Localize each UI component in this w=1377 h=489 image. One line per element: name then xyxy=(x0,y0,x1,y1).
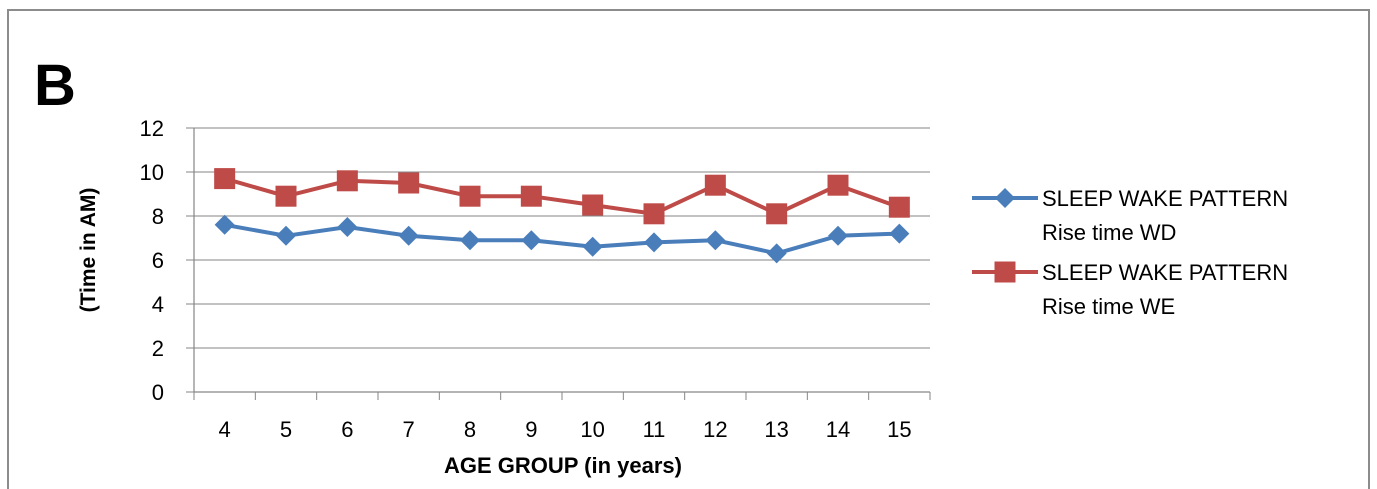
data-point xyxy=(460,230,480,251)
data-point xyxy=(644,232,664,253)
legend-item-2: SLEEP WAKE PATTERN Rise time WE xyxy=(972,260,1288,319)
y-tick-label: 4 xyxy=(152,292,164,317)
x-tick-label: 4 xyxy=(219,417,231,442)
data-point xyxy=(398,225,419,246)
x-tick-label: 15 xyxy=(887,417,911,442)
x-tick-label: 10 xyxy=(580,417,604,442)
y-axis-title: (Time in AM) xyxy=(77,188,100,313)
data-point xyxy=(398,172,420,194)
x-tick-label: 11 xyxy=(643,417,666,442)
x-tick-label: 14 xyxy=(826,417,850,442)
x-tick-label: 6 xyxy=(341,417,353,442)
y-tick-label: 0 xyxy=(152,380,164,405)
x-tick-label: 9 xyxy=(525,417,537,442)
axes: 0 2 4 6 8 10 12 4 5 6 7 8 9 10 11 12 13 14 15 xyxy=(140,116,931,442)
y-tick-label: 6 xyxy=(152,248,164,273)
data-point xyxy=(828,225,848,246)
series-2 xyxy=(214,168,910,225)
x-tick-label: 5 xyxy=(280,417,292,442)
data-point xyxy=(214,168,236,190)
y-tick-label: 8 xyxy=(152,204,164,229)
y-tick-label: 12 xyxy=(140,116,164,141)
data-point xyxy=(582,236,603,257)
data-point xyxy=(888,196,910,218)
panel-label: B xyxy=(34,53,76,118)
data-point xyxy=(704,174,726,196)
x-tick-label: 12 xyxy=(703,417,727,442)
data-point xyxy=(705,230,726,251)
data-point xyxy=(459,185,481,207)
data-point xyxy=(520,185,542,207)
data-point xyxy=(275,185,297,207)
data-point xyxy=(889,223,910,244)
y-tick-label: 2 xyxy=(152,336,164,361)
data-point xyxy=(276,225,296,246)
legend-item-1: SLEEP WAKE PATTERN Rise time WD xyxy=(972,186,1288,245)
x-tick-label: 8 xyxy=(464,417,476,442)
data-point xyxy=(643,203,665,225)
legend-label: SLEEP WAKE PATTERN xyxy=(1042,260,1288,285)
data-point xyxy=(337,217,358,237)
data-point xyxy=(214,214,235,235)
legend-label: Rise time WE xyxy=(1042,294,1175,319)
x-axis-title: AGE GROUP (in years) xyxy=(444,453,682,478)
data-point xyxy=(766,243,787,264)
data-point xyxy=(521,230,542,251)
x-tick-label: 7 xyxy=(403,417,415,442)
series-1 xyxy=(214,214,910,264)
series-group xyxy=(214,168,910,264)
y-tick-label: 10 xyxy=(140,160,164,185)
data-point xyxy=(582,194,604,216)
data-point xyxy=(336,170,358,192)
legend-marker xyxy=(995,188,1015,208)
gridlines xyxy=(194,127,930,349)
data-point xyxy=(827,174,849,196)
figure-frame xyxy=(7,9,1370,489)
series-line xyxy=(224,222,900,256)
legend-label: SLEEP WAKE PATTERN xyxy=(1042,186,1288,211)
x-tick-label: 13 xyxy=(764,417,788,442)
data-point xyxy=(766,203,788,225)
legend-label: Rise time WD xyxy=(1042,220,1176,245)
legend-marker xyxy=(994,261,1016,283)
